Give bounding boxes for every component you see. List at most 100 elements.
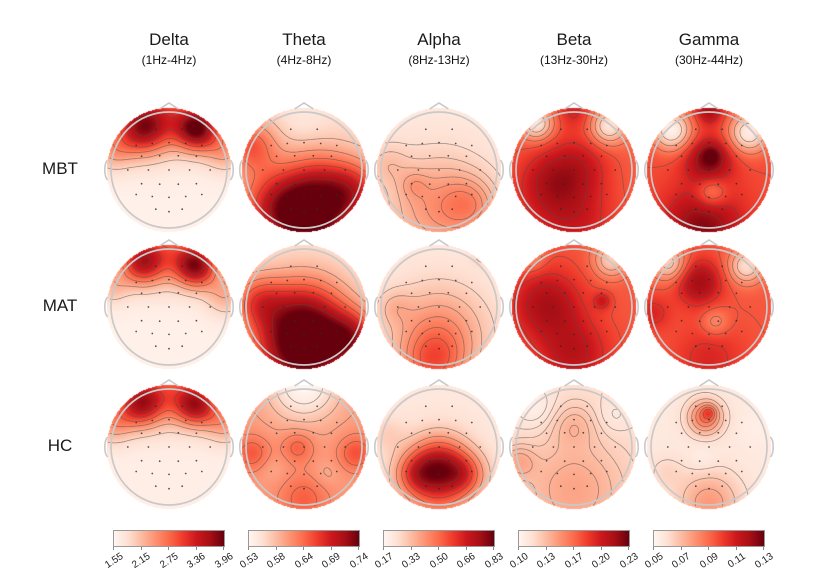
topomap-overlay: [104, 102, 234, 229]
colorbar-tickmark: [653, 547, 654, 550]
colorbar-tickmark: [763, 547, 764, 550]
ear-outlines: [374, 436, 504, 458]
topomap-overlay: [644, 102, 774, 230]
band-range-delta: (1Hz-4Hz): [141, 53, 197, 67]
topomap-overlay: [374, 239, 504, 369]
topomap-mbt-theta: [236, 102, 372, 238]
colorbar-gamma-gradient: [653, 530, 765, 547]
contour-lines: [514, 247, 628, 368]
head-outline: [380, 111, 498, 229]
head-outline: [650, 111, 768, 229]
ear-outlines: [509, 436, 639, 458]
contour-lines: [512, 387, 634, 507]
colorbar-tickmark: [303, 547, 304, 550]
band-header-alpha: Alpha (8Hz-13Hz): [371, 30, 507, 67]
band-name-gamma: Gamma: [678, 30, 740, 49]
contour-lines: [647, 247, 765, 367]
topomap-overlay: [509, 379, 639, 507]
topomap-mat-beta: [506, 239, 642, 375]
head-outline: [110, 388, 228, 506]
band-range-beta: (13Hz-30Hz): [539, 53, 608, 67]
band-name-delta: Delta: [149, 30, 189, 49]
nose-outline: [294, 239, 314, 247]
colorbar-tickmark: [680, 547, 682, 550]
topomap-overlay: [239, 239, 369, 367]
topomap-overlay: [104, 239, 234, 366]
topomap-hc-gamma: [641, 379, 777, 515]
band-name-alpha: Alpha: [417, 30, 461, 49]
topomap-overlay: [239, 102, 369, 229]
electrode-dots: [666, 265, 752, 350]
nose-outline: [429, 379, 449, 387]
colorbar-tickmark: [275, 547, 277, 550]
band-range-theta: (4Hz-8Hz): [276, 53, 332, 67]
head-outline: [650, 388, 768, 506]
colorbar-tickmark: [438, 547, 439, 550]
nose-outline: [159, 239, 179, 247]
nose-outline: [699, 239, 719, 247]
topomap-overlay: [509, 239, 639, 368]
colorbar-gamma: 0.05 0.07 0.09 0.11 0.13: [643, 530, 775, 571]
nose-outline: [564, 239, 584, 247]
colorbar-tickmark: [195, 547, 197, 550]
colorbar-tickmark: [358, 547, 359, 550]
colorbar-theta-gradient: [248, 530, 360, 547]
topomap-hc-theta: [236, 379, 372, 515]
nose-outline: [159, 379, 179, 387]
topomap-overlay: [104, 379, 234, 506]
nose-outline: [699, 102, 719, 110]
colorbar-tickmark: [545, 547, 547, 550]
ear-outlines: [239, 159, 369, 181]
ear-outlines: [644, 436, 774, 458]
ear-outlines: [509, 159, 639, 181]
electrode-dots: [126, 128, 212, 213]
band-range-alpha: (8Hz-13Hz): [408, 53, 470, 67]
row-label-hc: HC: [47, 436, 73, 455]
electrode-dots: [126, 405, 212, 490]
ear-outlines: [509, 296, 639, 318]
electrode-dots: [396, 265, 482, 350]
contour-lines: [107, 110, 231, 170]
nose-outline: [294, 379, 314, 387]
colorbar-beta-ticks: 0.10 0.13 0.17 0.20 0.23: [508, 530, 640, 571]
electrode-dots: [531, 405, 617, 490]
topomap-mat-theta: [236, 239, 372, 375]
electrode-dots: [531, 265, 617, 350]
nose-outline: [699, 379, 719, 387]
head-outline: [380, 248, 498, 366]
head-outline: [515, 111, 633, 229]
colorbar-tickmark: [493, 547, 494, 550]
electrode-dots: [261, 128, 347, 213]
colorbar-beta: 0.10 0.13 0.17 0.20 0.23: [508, 530, 640, 571]
colorbar-tickmark: [465, 547, 467, 550]
topomap-overlay: [509, 102, 639, 229]
topomap-mbt-beta: [506, 102, 642, 238]
row-label-mbt: MBT: [42, 159, 78, 178]
nose-outline: [294, 102, 314, 110]
band-header-gamma: Gamma (30Hz-44Hz): [641, 30, 777, 67]
colorbar-tickmark: [140, 547, 142, 550]
colorbar-tickmark: [223, 547, 224, 550]
ear-outlines: [104, 296, 234, 318]
head-outline: [515, 248, 633, 366]
colorbar-delta: 1.55 2.15 2.75 3.36 3.96: [103, 530, 235, 571]
electrode-dots: [396, 405, 482, 490]
colorbar-tickmark: [628, 547, 629, 550]
colorbar-tickmark: [573, 547, 574, 550]
topomap-mbt-alpha: [371, 102, 507, 238]
electrode-dots: [666, 405, 752, 490]
topomap-overlay: [374, 379, 504, 506]
topomap-mat-alpha: [371, 239, 507, 375]
nose-outline: [564, 379, 584, 387]
colorbar-tickmark: [168, 547, 169, 550]
colorbar-tickmark: [708, 547, 709, 550]
colorbar-theta-ticks: 0.53 0.58 0.64 0.69 0.74: [238, 530, 370, 571]
nose-outline: [564, 102, 584, 110]
colorbar-tickmark: [518, 547, 519, 550]
band-header-delta: Delta (1Hz-4Hz): [101, 30, 237, 67]
contour-lines: [244, 266, 366, 367]
band-name-theta: Theta: [282, 30, 326, 49]
electrode-dots: [261, 265, 347, 350]
colorbar-tickmark: [330, 547, 332, 550]
